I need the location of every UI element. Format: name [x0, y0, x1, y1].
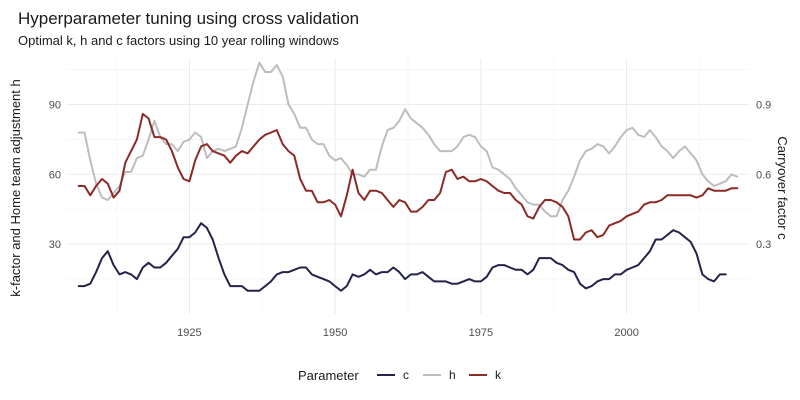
tick-labels: 1925 1950 1975 2000 30 60 90 0.3 0.6 0.9 [49, 100, 772, 339]
series-line-k [77, 112, 739, 241]
legend: Parameter c h k [298, 368, 502, 383]
y-tick-label: 60 [49, 169, 61, 181]
y2-axis-title: Carryover factor c [775, 136, 790, 240]
legend-label-c: c [403, 368, 409, 382]
chart-title: Hyperparameter tuning using cross valida… [18, 9, 359, 28]
legend-label-h: h [449, 368, 456, 382]
series-line-h [77, 61, 739, 218]
x-tick-label: 1950 [323, 327, 347, 339]
x-tick-label: 1925 [177, 327, 201, 339]
legend-label-k: k [495, 368, 502, 382]
y2-tick-label: 0.3 [756, 239, 771, 251]
x-tick-label: 1975 [469, 327, 493, 339]
y2-tick-label: 0.6 [756, 169, 771, 181]
y-tick-label: 90 [49, 100, 61, 112]
y-tick-label: 30 [49, 239, 61, 251]
series-line-c [77, 222, 727, 292]
x-tick-label: 2000 [614, 327, 638, 339]
y2-tick-label: 0.9 [756, 100, 771, 112]
legend-title: Parameter [298, 368, 359, 383]
series-lines [77, 61, 739, 292]
y-axis-title: k-factor and Home team adjustment h [8, 79, 23, 297]
chart-subtitle: Optimal k, h and c factors using 10 year… [18, 33, 339, 48]
